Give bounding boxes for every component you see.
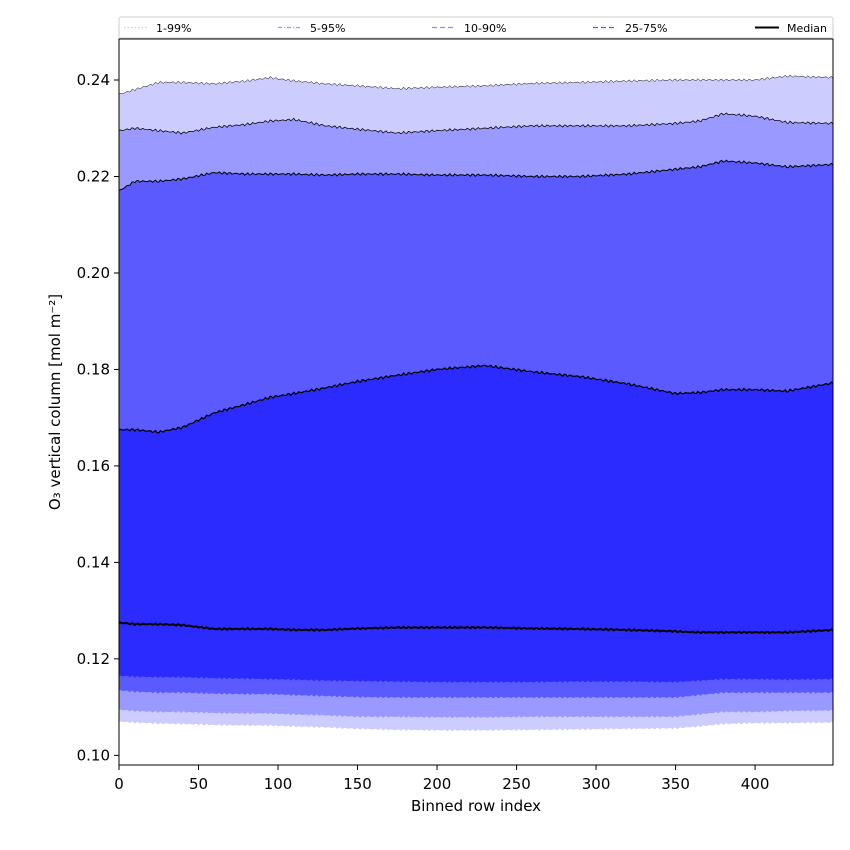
plot-frame <box>118 38 834 766</box>
x-tick-label: 0 <box>114 775 124 793</box>
band-edge-lines <box>118 74 834 434</box>
x-tick-label: 100 <box>264 775 293 793</box>
median-line <box>118 621 834 635</box>
x-tick-label: 300 <box>582 775 611 793</box>
y-tick-label: 0.18 <box>77 360 110 378</box>
legend-label: Median <box>787 22 827 35</box>
y-tick-label: 0.20 <box>77 264 110 282</box>
legend-box <box>118 16 834 39</box>
y-tick-label: 0.12 <box>77 650 110 668</box>
x-tick-label: 150 <box>343 775 372 793</box>
legend: 1-99% 5-95% 10-90% 25-75% Median <box>118 16 834 39</box>
legend-label: 10-90% <box>464 22 506 35</box>
x-tick-label: 50 <box>189 775 208 793</box>
band-upper-edge-3 <box>118 159 834 191</box>
y-tick-label: 0.14 <box>77 553 110 571</box>
legend-label: 25-75% <box>625 22 667 35</box>
band-upper-edge-2 <box>118 112 834 135</box>
x-tick-label: 200 <box>423 775 452 793</box>
x-axis-label: Binned row index <box>411 797 541 815</box>
y-axis-label: O₃ vertical column [mol m⁻²] <box>46 294 64 510</box>
y-tick-label: 0.16 <box>77 457 110 475</box>
legend-label: 5-95% <box>310 22 345 35</box>
y-tick-label: 0.24 <box>77 71 110 89</box>
legend-label: 1-99% <box>156 22 191 35</box>
x-tick-label: 400 <box>741 775 770 793</box>
y-tick-label: 0.22 <box>77 167 110 185</box>
x-axis: 0 50 100 150 200 250 300 350 400 <box>114 765 769 793</box>
band-upper-edge-1 <box>118 74 834 95</box>
x-tick-label: 350 <box>661 775 690 793</box>
band-upper-edge-4 <box>118 364 834 434</box>
band-area-4 <box>119 365 833 683</box>
y-axis: 0.10 0.12 0.14 0.16 0.18 0.20 0.22 0.24 <box>77 71 119 764</box>
x-tick-label: 250 <box>502 775 531 793</box>
band-areas <box>119 74 833 732</box>
median-layer <box>118 621 834 635</box>
y-tick-label: 0.10 <box>77 746 110 764</box>
